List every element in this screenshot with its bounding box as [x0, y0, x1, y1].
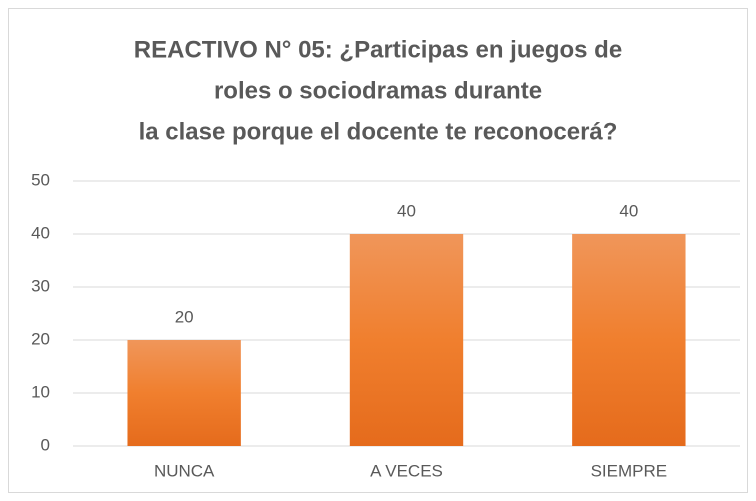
data-label: 40: [619, 201, 638, 220]
y-tick-label: 40: [31, 223, 50, 242]
x-tick-label: NUNCA: [154, 461, 215, 480]
x-tick-label: A VECES: [370, 461, 443, 480]
bar: [127, 340, 241, 446]
x-tick-label: SIEMPRE: [591, 461, 668, 480]
data-label: 40: [397, 201, 416, 220]
bar: [349, 234, 464, 446]
chart-title: roles o sociodramas durante: [214, 77, 542, 104]
chart-title: la clase porque el docente te reconocerá…: [139, 118, 618, 145]
y-tick-label: 10: [31, 382, 50, 401]
bar: [572, 234, 686, 446]
data-label: 20: [175, 307, 194, 326]
y-tick-label: 30: [31, 276, 50, 295]
y-tick-label: 20: [31, 329, 50, 348]
y-tick-label: 50: [31, 170, 50, 189]
chart-title: REACTIVO N° 05: ¿Participas en juegos de: [134, 36, 622, 63]
y-tick-label: 0: [41, 435, 50, 454]
